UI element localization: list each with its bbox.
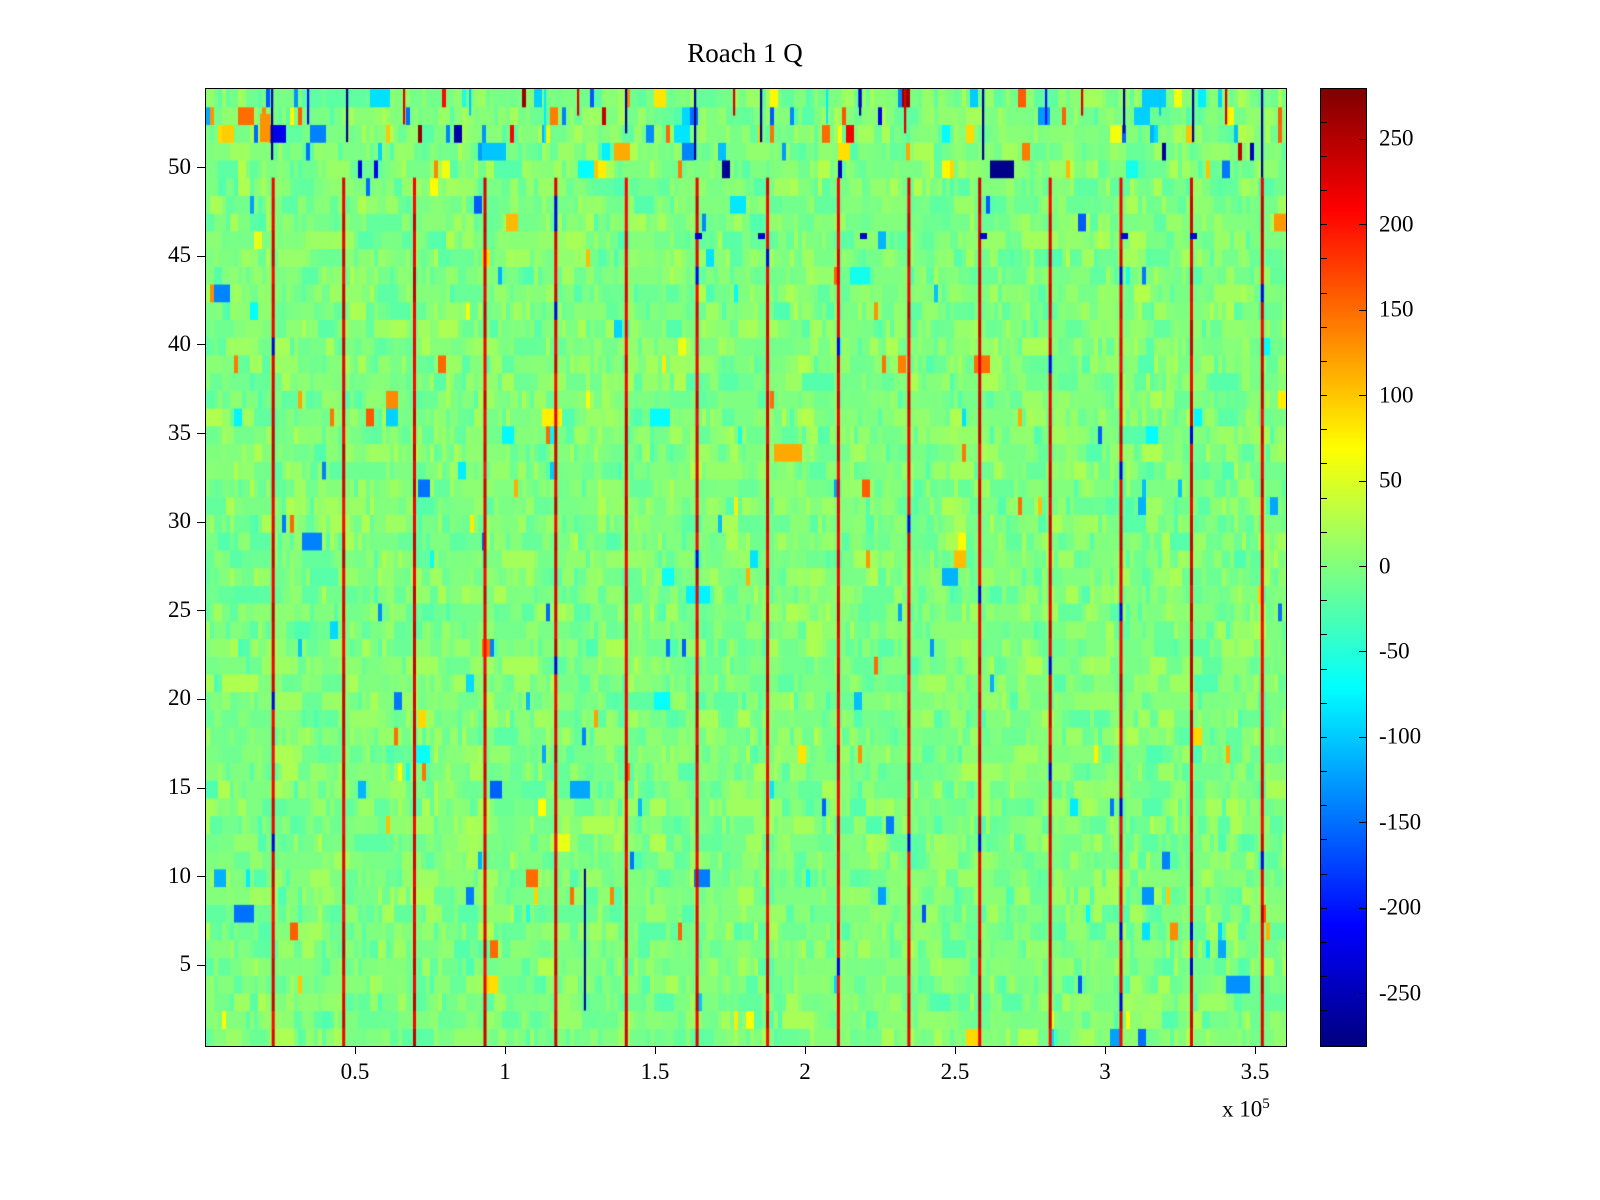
colorbar xyxy=(1320,88,1367,1047)
colorbar-minor-tick-mark xyxy=(1321,907,1327,909)
x-axis-scale-prefix: x 10 xyxy=(1222,1096,1263,1122)
y-tick-mark xyxy=(197,964,205,966)
colorbar-minor-tick-mark xyxy=(1321,360,1327,362)
y-tick-mark xyxy=(197,344,205,346)
x-tick-mark xyxy=(804,1046,806,1054)
x-tick-label: 3 xyxy=(1099,1059,1111,1084)
y-tick-label: 5 xyxy=(179,951,192,977)
colorbar-minor-tick-mark xyxy=(1321,121,1327,123)
y-tick-mark xyxy=(197,876,205,878)
colorbar-minor-tick-mark xyxy=(1321,190,1327,192)
colorbar-minor-tick-mark xyxy=(1321,600,1327,602)
colorbar-tick-mark xyxy=(1359,566,1366,567)
x-tick-mark xyxy=(1104,1046,1106,1054)
colorbar-minor-tick-mark xyxy=(1321,566,1327,567)
colorbar-minor-tick-mark xyxy=(1321,702,1327,704)
y-tick-label: 45 xyxy=(168,242,191,268)
colorbar-minor-tick-mark xyxy=(1321,941,1327,943)
colorbar-minor-tick-mark xyxy=(1321,463,1327,465)
x-tick-mark xyxy=(504,1046,506,1054)
colorbar-minor-tick-mark xyxy=(1321,395,1327,397)
colorbar-tick-label: 0 xyxy=(1379,552,1391,578)
y-tick-label: 50 xyxy=(168,153,191,179)
x-tick-mark xyxy=(954,1046,956,1054)
x-tick-mark xyxy=(1254,1046,1256,1054)
colorbar-tick-mark xyxy=(1359,395,1366,397)
colorbar-minor-tick-mark xyxy=(1321,292,1327,294)
x-tick-mark xyxy=(654,1046,656,1054)
colorbar-minor-tick-mark xyxy=(1321,531,1327,533)
colorbar-minor-tick-mark xyxy=(1321,326,1327,328)
colorbar-tick-label: 50 xyxy=(1379,467,1402,493)
colorbar-minor-tick-mark xyxy=(1321,839,1327,841)
colorbar-minor-tick-mark xyxy=(1321,429,1327,431)
y-tick-mark xyxy=(197,433,205,435)
y-tick-label: 25 xyxy=(168,596,191,622)
colorbar-tick-label: 100 xyxy=(1379,382,1414,408)
x-axis-scale-label: x 105 xyxy=(1222,1096,1270,1123)
y-tick-label: 15 xyxy=(168,773,191,799)
y-tick-label: 35 xyxy=(168,419,191,445)
colorbar-minor-tick-mark xyxy=(1321,873,1327,875)
colorbar-tick-mark xyxy=(1359,651,1366,653)
plot-area xyxy=(205,88,1287,1047)
colorbar-tick-label: 250 xyxy=(1379,125,1414,151)
x-tick-label: 3.5 xyxy=(1240,1059,1270,1084)
colorbar-tick-label: -150 xyxy=(1379,809,1422,835)
y-tick-label: 10 xyxy=(168,862,191,888)
x-tick-label: 0.5 xyxy=(340,1059,370,1084)
x-tick-label: 1 xyxy=(499,1059,511,1084)
colorbar-minor-tick-mark xyxy=(1321,497,1327,499)
colorbar-minor-tick-mark xyxy=(1321,771,1327,773)
chart-title: Roach 1 Q xyxy=(687,38,803,68)
colorbar-minor-tick-mark xyxy=(1321,258,1327,260)
y-tick-mark xyxy=(197,167,205,169)
colorbar-minor-tick-mark xyxy=(1321,1010,1327,1012)
colorbar-minor-tick-mark xyxy=(1321,668,1327,670)
colorbar-canvas xyxy=(1321,89,1366,1046)
colorbar-tick-mark xyxy=(1359,993,1366,995)
y-tick-label: 20 xyxy=(168,685,191,711)
colorbar-tick-mark xyxy=(1359,907,1366,909)
colorbar-minor-tick-mark xyxy=(1321,155,1327,157)
colorbar-tick-label: 150 xyxy=(1379,296,1414,322)
y-tick-mark xyxy=(197,787,205,789)
colorbar-tick-label: -250 xyxy=(1379,980,1422,1006)
colorbar-tick-mark xyxy=(1359,138,1366,140)
y-tick-label: 40 xyxy=(168,330,191,356)
colorbar-tick-mark xyxy=(1359,822,1366,824)
y-tick-mark xyxy=(197,698,205,700)
colorbar-minor-tick-mark xyxy=(1321,224,1327,226)
colorbar-tick-label: -50 xyxy=(1379,638,1410,664)
y-tick-label: 30 xyxy=(168,508,191,534)
colorbar-tick-mark xyxy=(1359,736,1366,738)
y-tick-mark xyxy=(197,521,205,523)
colorbar-tick-mark xyxy=(1359,309,1366,311)
colorbar-tick-label: -100 xyxy=(1379,723,1422,749)
colorbar-tick-mark xyxy=(1359,480,1366,482)
colorbar-tick-mark xyxy=(1359,224,1366,226)
x-axis-scale-exponent: 5 xyxy=(1262,1096,1270,1112)
x-tick-label: 2.5 xyxy=(940,1059,970,1084)
colorbar-minor-tick-mark xyxy=(1321,634,1327,636)
colorbar-minor-tick-mark xyxy=(1321,805,1327,807)
colorbar-tick-label: 200 xyxy=(1379,211,1414,237)
y-tick-mark xyxy=(197,255,205,257)
x-tick-label: 2 xyxy=(799,1059,811,1084)
colorbar-tick-label: -200 xyxy=(1379,894,1422,920)
y-tick-mark xyxy=(197,610,205,612)
heatmap-canvas xyxy=(206,89,1286,1046)
colorbar-minor-tick-mark xyxy=(1321,736,1327,738)
x-tick-mark xyxy=(354,1046,356,1054)
x-tick-label: 1.5 xyxy=(640,1059,670,1084)
colorbar-minor-tick-mark xyxy=(1321,976,1327,978)
